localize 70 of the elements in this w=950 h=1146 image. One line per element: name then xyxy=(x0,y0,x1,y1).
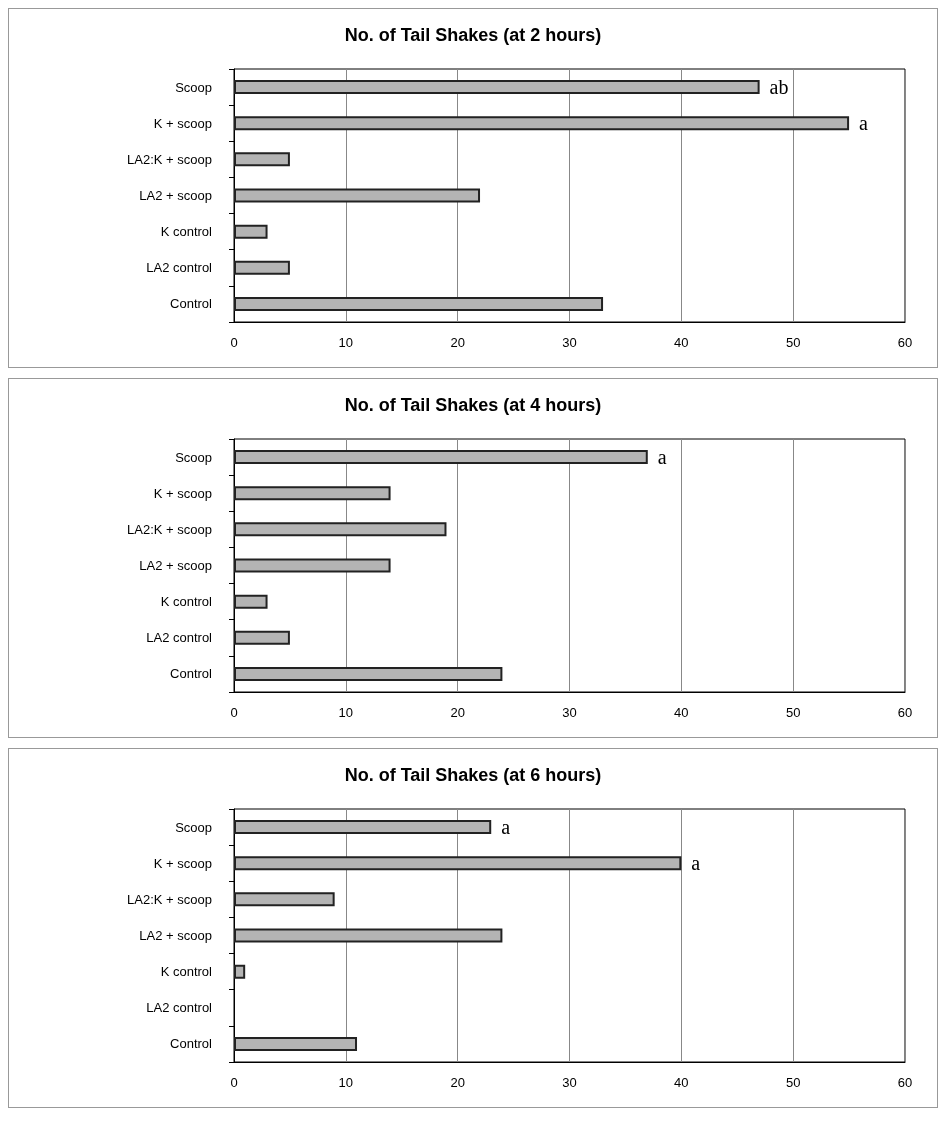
annotation: ab xyxy=(769,76,789,99)
bar xyxy=(234,260,290,275)
x-tick-label: 60 xyxy=(897,705,913,720)
y-tick-label: LA2:K + scoop xyxy=(127,151,212,167)
x-tick-label: 30 xyxy=(562,335,577,350)
chart-title: No. of Tail Shakes (at 4 hours) xyxy=(344,395,602,415)
x-tick-label: 0 xyxy=(230,705,238,720)
y-tick-label: LA2 + scoop xyxy=(139,928,212,943)
x-tick-label: 40 xyxy=(674,705,689,720)
y-tick-label: K + scoop xyxy=(153,855,212,871)
x-tick-label: 10 xyxy=(338,705,354,720)
y-tick-label: K control xyxy=(160,224,213,240)
bar xyxy=(234,964,246,979)
bar xyxy=(234,188,481,203)
y-tick-label: Control xyxy=(170,296,213,312)
y-tick-label: K control xyxy=(160,594,213,610)
y-tick-label: LA2 control xyxy=(146,260,213,276)
y-tick-label: LA2:K + scoop xyxy=(127,891,212,907)
y-tick-label: Scoop xyxy=(175,449,212,465)
bar xyxy=(234,558,391,573)
x-tick-label: 50 xyxy=(785,1075,801,1090)
y-tick-label: K + scoop xyxy=(153,115,212,131)
bar xyxy=(234,80,760,95)
x-tick-label: 0 xyxy=(230,335,238,350)
chart-title: No. of Tail Shakes (at 2 hours) xyxy=(344,25,602,45)
x-tick-label: 60 xyxy=(897,1075,913,1090)
y-tick-label: Control xyxy=(170,666,213,682)
y-tick-label: Control xyxy=(170,1036,213,1052)
bar xyxy=(234,486,391,501)
y-tick-label: LA2 + scoop xyxy=(139,558,212,573)
x-tick-label: 20 xyxy=(450,1075,465,1090)
x-tick-label: 20 xyxy=(450,335,465,350)
x-tick-label: 40 xyxy=(674,335,689,350)
x-tick-label: 0 xyxy=(230,1075,238,1090)
bar xyxy=(234,666,503,681)
annotation: a xyxy=(691,852,701,875)
x-tick-label: 60 xyxy=(897,335,913,350)
y-tick-label: K control xyxy=(160,964,213,980)
y-tick-label: LA2:K + scoop xyxy=(127,521,212,537)
x-tick-label: 30 xyxy=(562,1075,577,1090)
x-tick-label: 10 xyxy=(338,1075,354,1090)
annotation: a xyxy=(657,446,667,469)
bar xyxy=(234,522,447,537)
chart-title: No. of Tail Shakes (at 6 hours) xyxy=(344,765,602,785)
y-tick-label: Scoop xyxy=(175,819,212,835)
bar xyxy=(234,450,648,465)
annotation: a xyxy=(501,816,511,839)
bar xyxy=(234,892,335,907)
y-tick-label: K + scoop xyxy=(153,485,212,501)
bar xyxy=(234,820,492,835)
x-tick-label: 20 xyxy=(450,705,465,720)
bar xyxy=(234,594,268,609)
y-tick-label: LA2 control xyxy=(146,1000,213,1016)
x-tick-label: 50 xyxy=(785,705,801,720)
y-tick-label: LA2 control xyxy=(146,630,213,646)
bar xyxy=(234,296,604,311)
bar xyxy=(234,152,290,167)
x-tick-label: 30 xyxy=(562,705,577,720)
bar xyxy=(234,1036,358,1051)
bar xyxy=(234,224,268,239)
y-tick-label: LA2 + scoop xyxy=(139,188,212,203)
x-tick-label: 50 xyxy=(785,335,801,350)
annotation: a xyxy=(859,112,869,135)
bar xyxy=(234,630,290,645)
bar xyxy=(234,928,503,943)
x-tick-label: 40 xyxy=(674,1075,689,1090)
x-tick-label: 10 xyxy=(338,335,354,350)
y-tick-label: Scoop xyxy=(175,79,212,95)
bar xyxy=(234,116,850,131)
bar xyxy=(234,856,682,871)
